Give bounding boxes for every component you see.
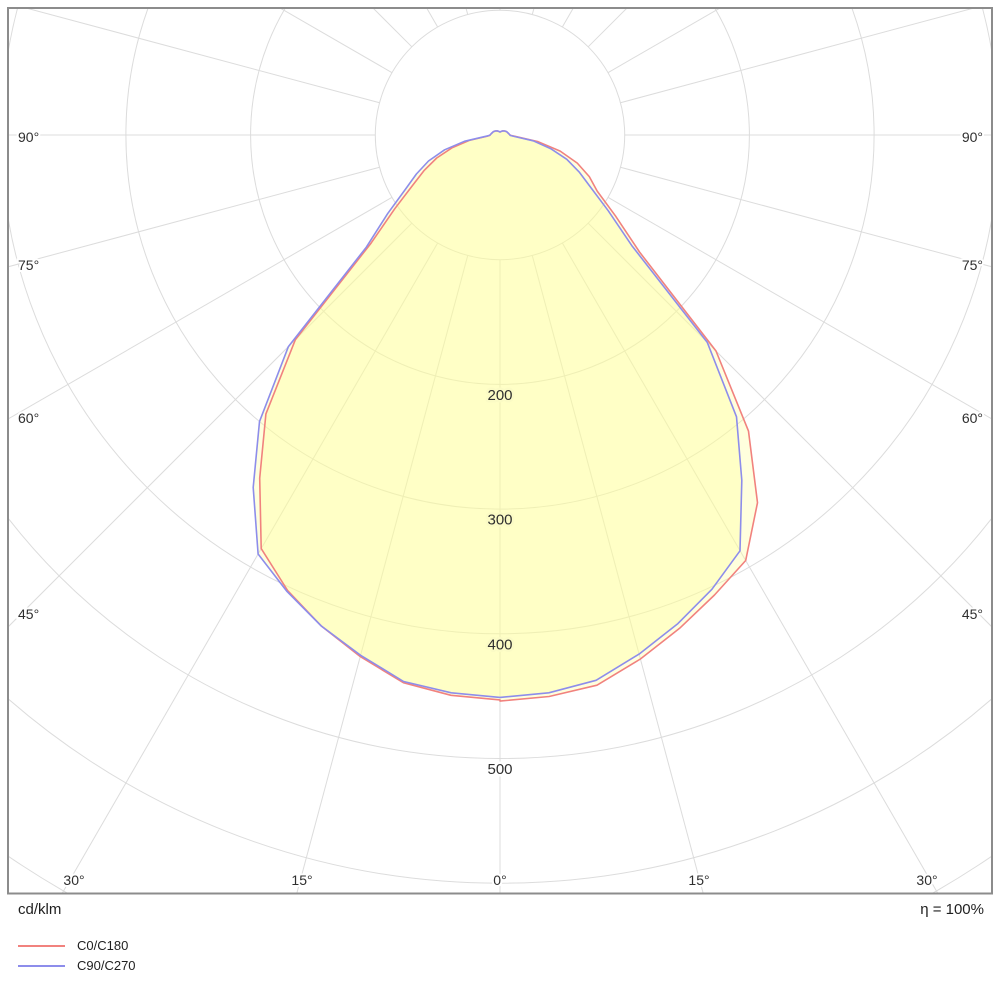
angle-label-bottom-1: 15°	[291, 872, 312, 888]
grid-ray-15	[531, 255, 704, 893]
grid-ray-315	[9, 222, 413, 627]
efficiency-label: η = 100%	[920, 901, 984, 918]
polar-grid	[9, 9, 991, 893]
angle-label-left-45: 45°	[18, 606, 39, 622]
angle-label-bottom-3: 15°	[688, 872, 709, 888]
polar-diagram-svg: 200 300 400 500 90° 90° 75° 75° 60° 60° 45° 45° 30° 1…	[7, 7, 993, 895]
angle-label-right-90: 90°	[962, 129, 983, 145]
ring-tick-label-400: 400	[487, 636, 512, 653]
angle-label-bottom-0: 30°	[63, 872, 84, 888]
legend: C0/C180 C90/C270	[18, 936, 136, 976]
grid-ray-285	[9, 166, 380, 268]
angle-label-right-60: 60°	[962, 410, 983, 426]
grid-ray-60	[607, 196, 991, 420]
grid-ray-105	[620, 9, 973, 104]
legend-label-0: C0/C180	[77, 938, 129, 953]
grid-ray-300	[9, 196, 393, 420]
angle-label-bottom-4: 30°	[916, 872, 937, 888]
legend-label-1: C90/C270	[77, 958, 136, 973]
angle-label-left-90: 90°	[18, 129, 39, 145]
ring-tick-label-500: 500	[487, 761, 512, 778]
legend-item-1: C90/C270	[18, 956, 136, 976]
angle-label-bottom-2: 0°	[493, 872, 506, 888]
ring-tick-label-300: 300	[487, 512, 512, 529]
grid-ray-345	[296, 255, 469, 893]
legend-item-0: C0/C180	[18, 936, 136, 956]
legend-swatch-0	[18, 945, 65, 947]
grid-ray-30	[561, 242, 938, 893]
angle-label-right-45: 45°	[962, 606, 983, 622]
unit-label: cd/klm	[18, 901, 62, 918]
angle-label-right-75: 75°	[962, 257, 983, 273]
angle-label-left-75: 75°	[18, 257, 39, 273]
plot-border	[7, 7, 993, 895]
grid-ray-120	[607, 9, 720, 74]
grid-ray-255	[27, 9, 380, 104]
c0-c180-fill	[259, 130, 758, 702]
grid-ray-150	[561, 9, 574, 28]
grid-ray-75	[620, 166, 991, 268]
grid-ray-330	[62, 242, 439, 893]
c90-c270-fill	[253, 130, 742, 698]
grid-ray-210	[426, 9, 439, 28]
angle-label-left-60: 60°	[18, 410, 39, 426]
grid-ray-240	[280, 9, 393, 74]
c90-c270-curve	[252, 130, 743, 699]
legend-swatch-1	[18, 965, 65, 967]
ring-tick-label-200: 200	[487, 387, 512, 404]
grid-ray-45	[587, 222, 991, 627]
